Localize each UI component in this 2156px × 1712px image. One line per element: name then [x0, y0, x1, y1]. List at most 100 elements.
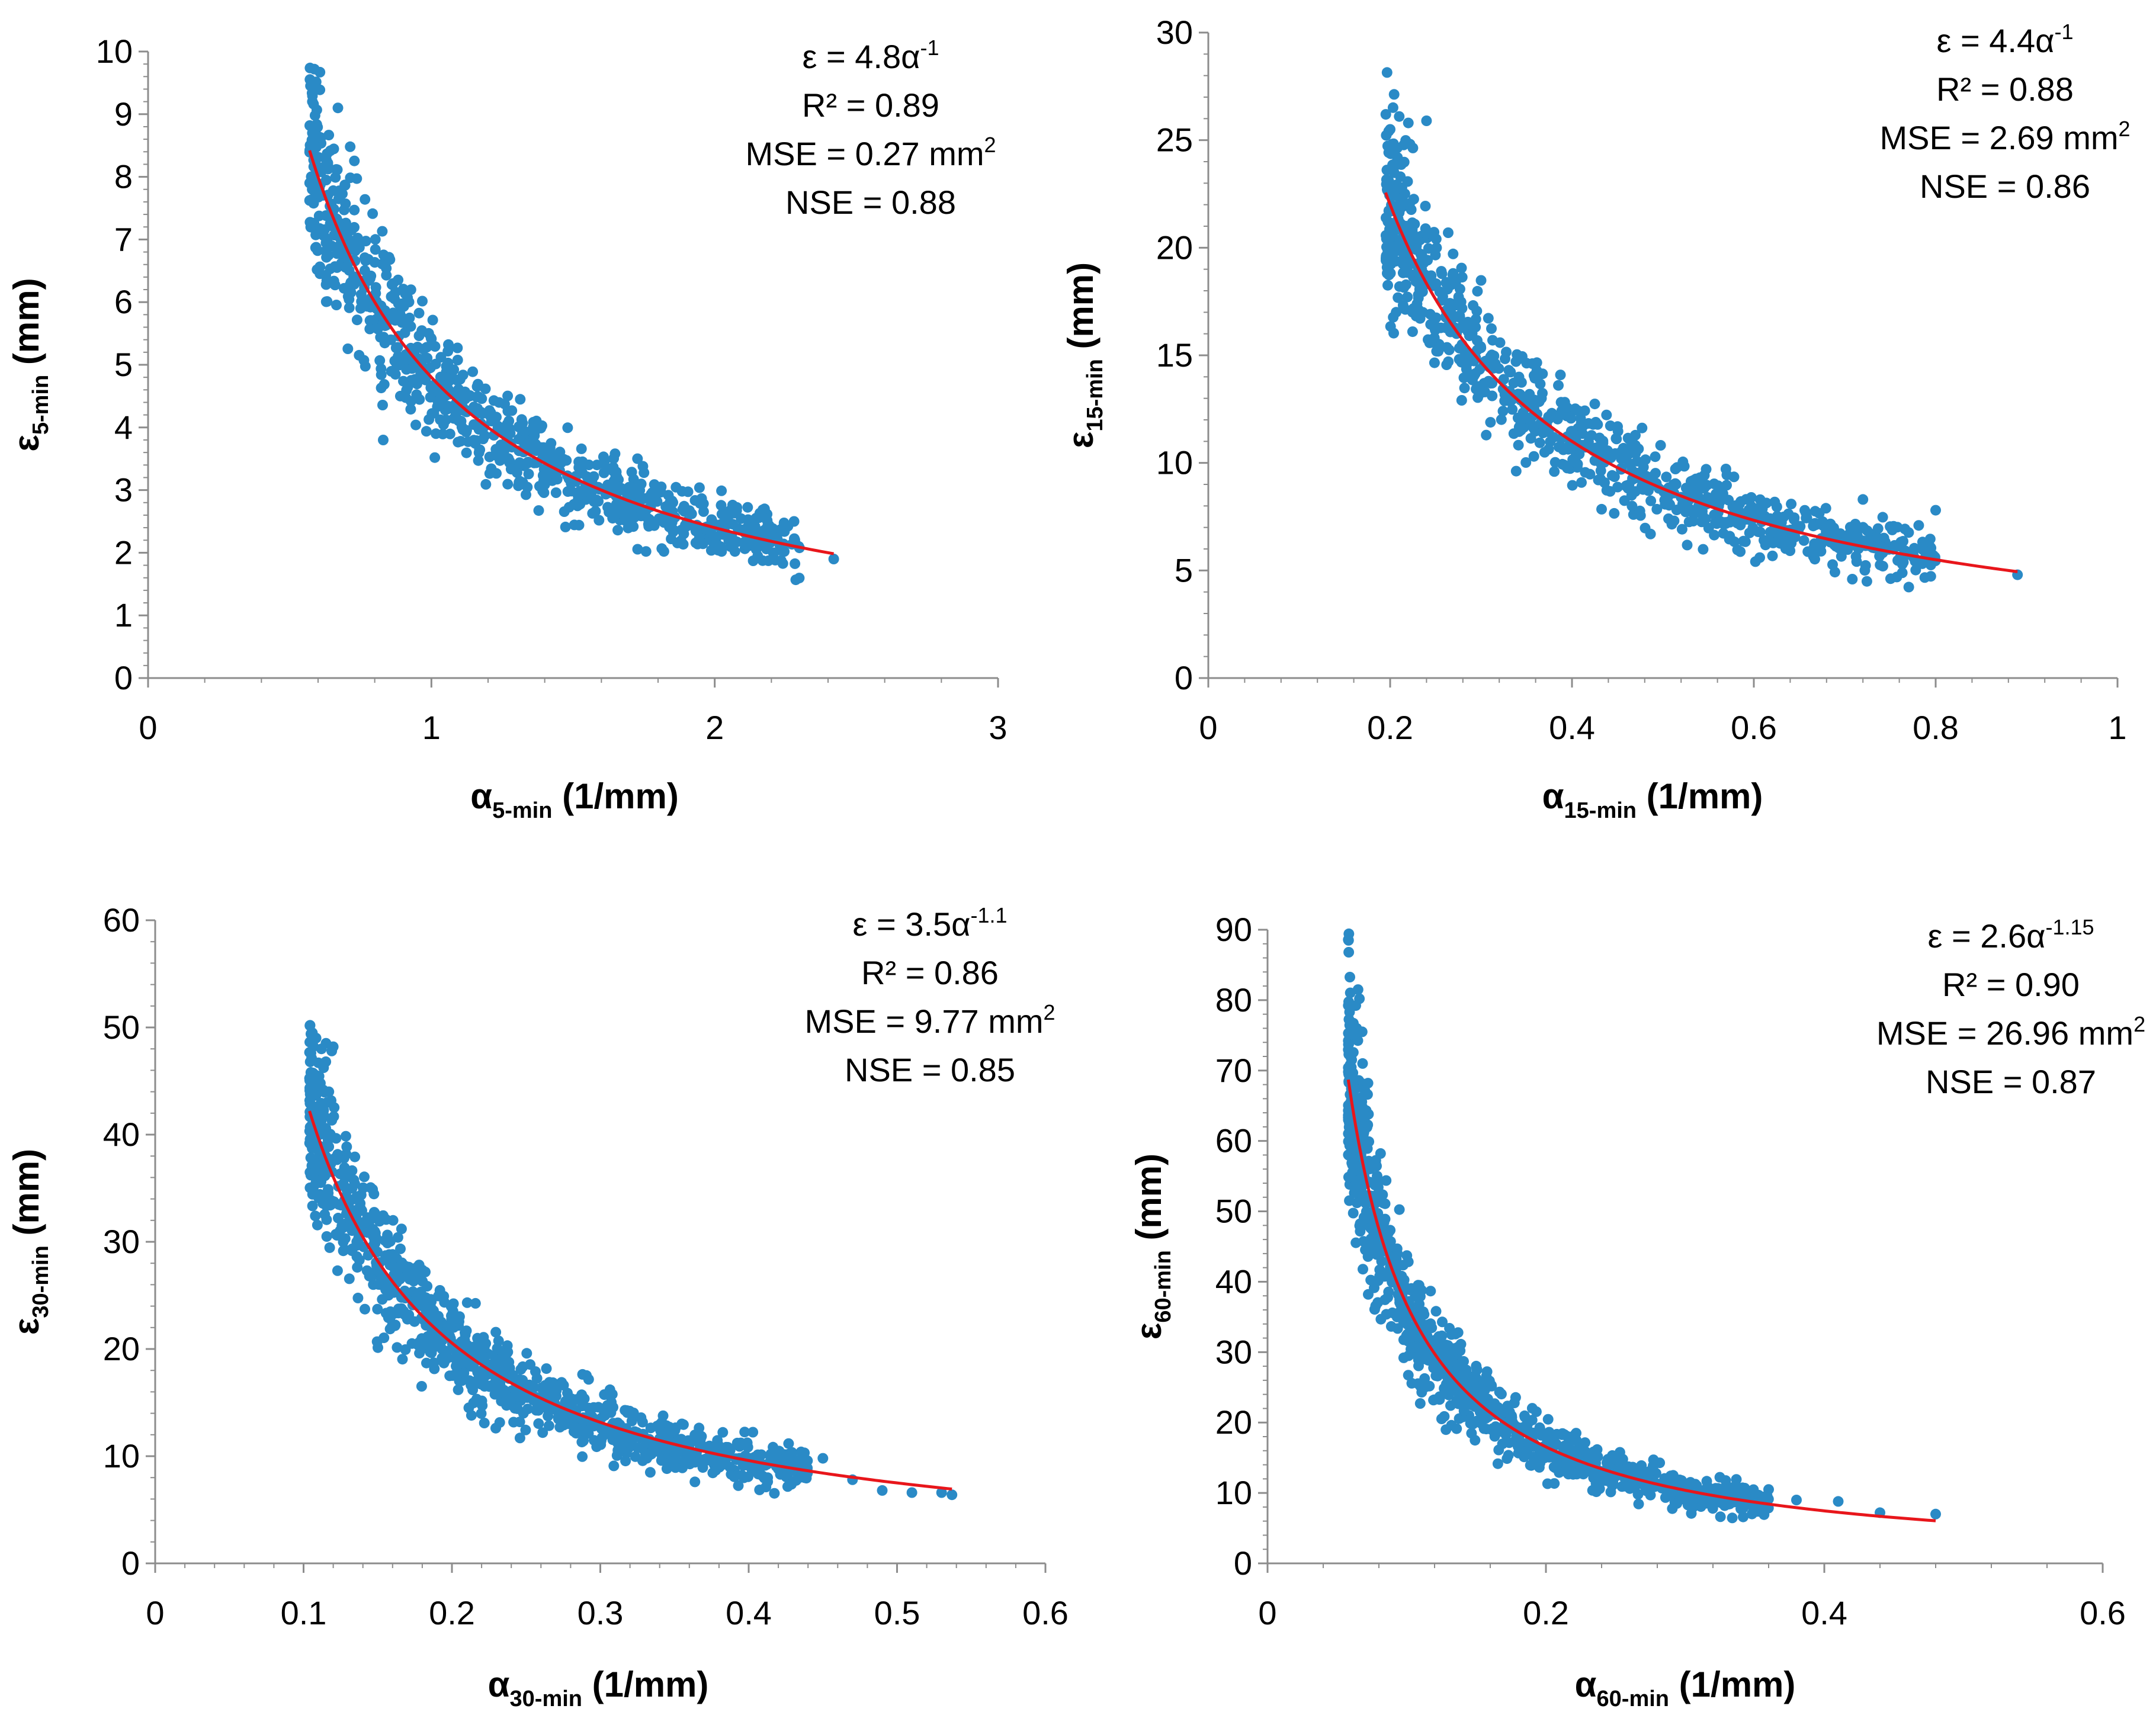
- scatter-point: [1555, 370, 1566, 381]
- scatter-point: [1444, 1354, 1455, 1366]
- scatter-point: [477, 433, 489, 445]
- scatter-point: [495, 455, 506, 466]
- scatter-point: [1583, 436, 1594, 448]
- scatter-point: [1597, 438, 1609, 449]
- scatter-point: [522, 458, 533, 468]
- scatter-point: [1704, 1482, 1715, 1493]
- scatter-point: [1549, 1478, 1560, 1489]
- scatter-point: [661, 1427, 672, 1438]
- scatter-point: [435, 398, 447, 409]
- scatter-point: [458, 1367, 470, 1379]
- scatter-point: [1375, 1313, 1387, 1325]
- x-axis-title: α15-min (1/mm): [1542, 776, 1763, 823]
- scatter-point: [310, 229, 322, 240]
- y-tick-label: 0: [114, 659, 133, 696]
- scatter-point: [340, 262, 351, 273]
- scatter-point: [591, 494, 602, 506]
- scatter-point: [1632, 1489, 1644, 1500]
- y-tick-label: 30: [1156, 14, 1193, 51]
- scatter-point: [1746, 501, 1757, 512]
- scatter-point: [310, 1210, 321, 1222]
- x-tick-label: 0.1: [281, 1594, 327, 1631]
- scatter-point: [370, 244, 381, 255]
- scatter-point: [377, 226, 388, 237]
- scatter-point: [1445, 1400, 1456, 1411]
- scatter-point: [724, 1444, 734, 1455]
- scatter-point: [602, 502, 613, 513]
- y-tick-label: 10: [1156, 444, 1193, 481]
- y-tick-label: 60: [1215, 1122, 1252, 1159]
- scatter-point: [355, 1202, 366, 1213]
- scatter-point: [1429, 319, 1440, 330]
- scatter-point: [505, 1392, 515, 1403]
- scatter-point: [339, 204, 349, 216]
- annotation-line: NSE = 0.86: [1920, 168, 2090, 205]
- scatter-point: [477, 408, 488, 419]
- scatter-point: [1636, 1463, 1647, 1474]
- scatter-point: [1493, 1426, 1504, 1437]
- scatter-point: [398, 1306, 409, 1317]
- scatter-point: [1753, 526, 1764, 537]
- scatter-point: [345, 141, 356, 152]
- scatter-point: [1687, 475, 1699, 486]
- scatter-point: [776, 526, 787, 537]
- scatter-point: [1343, 1039, 1354, 1050]
- scatter-point: [471, 381, 483, 392]
- scatter-point: [329, 1102, 340, 1113]
- scatter-point: [304, 1083, 315, 1094]
- scatter-point: [1417, 307, 1429, 318]
- scatter-point: [1651, 503, 1663, 515]
- scatter-point: [1519, 1451, 1530, 1463]
- scatter-point: [519, 426, 530, 437]
- scatter-point: [493, 397, 505, 408]
- scatter-point: [1767, 550, 1778, 561]
- scatter-point: [452, 355, 463, 365]
- scatter-point: [656, 1417, 668, 1428]
- y-tick-label: 2: [114, 534, 133, 571]
- scatter-point: [1510, 356, 1522, 367]
- scatter-point: [1345, 972, 1355, 982]
- x-tick-label: 0.2: [1523, 1594, 1569, 1631]
- scatter-point: [1454, 1358, 1465, 1370]
- scatter-point: [304, 1056, 316, 1067]
- scatter-point: [1633, 1498, 1644, 1509]
- scatter-point: [783, 1438, 794, 1449]
- scatter-point: [1421, 115, 1432, 126]
- scatter-point: [1490, 358, 1501, 370]
- scatter-point: [450, 1353, 461, 1364]
- scatter-point: [456, 422, 467, 432]
- scatter-point: [428, 1357, 439, 1369]
- scatter-point: [413, 307, 425, 319]
- scatter-point: [1420, 1381, 1432, 1392]
- scatter-point: [413, 330, 425, 341]
- scatter-point: [1505, 367, 1516, 378]
- y-tick-label: 9: [114, 95, 133, 133]
- scatter-point: [1589, 399, 1600, 410]
- scatter-point: [947, 1489, 958, 1501]
- scatter-point: [588, 471, 599, 482]
- y-tick-label: 0: [1234, 1544, 1252, 1582]
- scatter-point: [1567, 480, 1578, 491]
- scatter-point: [1660, 1492, 1671, 1503]
- scatter-point: [660, 501, 672, 512]
- y-tick-label: 20: [103, 1330, 140, 1367]
- scatter-point: [658, 546, 669, 557]
- scatter-point: [393, 351, 404, 362]
- scatter-point: [644, 1467, 656, 1478]
- scatter-point: [329, 280, 341, 291]
- scatter-point: [1358, 1264, 1368, 1275]
- scatter-point: [1536, 393, 1547, 404]
- scatter-point: [307, 1200, 318, 1212]
- scatter-point: [1559, 1440, 1570, 1451]
- scatter-point: [494, 1417, 505, 1428]
- scatter-point: [1810, 506, 1821, 517]
- scatter-point: [679, 500, 689, 512]
- scatter-point: [1903, 527, 1914, 538]
- scatter-point: [612, 1445, 624, 1456]
- annotation-line: MSE = 0.27 mm2: [745, 133, 996, 172]
- scatter-point: [1595, 465, 1606, 476]
- scatter-point: [344, 302, 355, 313]
- scatter-point: [1587, 1449, 1598, 1460]
- scatter-point: [1456, 322, 1467, 333]
- x-axis-title: α5-min (1/mm): [470, 776, 679, 823]
